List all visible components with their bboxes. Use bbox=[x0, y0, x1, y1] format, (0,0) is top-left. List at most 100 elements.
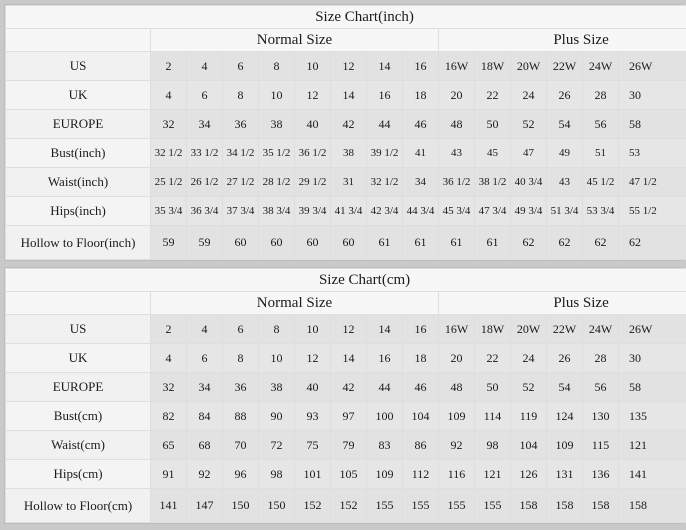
cell-bust-13: 53 bbox=[617, 138, 686, 168]
cell-waist-7: 86 bbox=[402, 430, 439, 460]
cell-hips-12: 53 3/4 bbox=[582, 196, 619, 226]
group-header-spacer bbox=[5, 28, 151, 52]
cell-hips-1: 92 bbox=[186, 459, 223, 489]
cell-hips-7: 44 3/4 bbox=[402, 196, 439, 226]
cell-bust-10: 47 bbox=[510, 138, 547, 168]
cell-eu-6: 44 bbox=[366, 109, 403, 139]
cell-waist-10: 104 bbox=[510, 430, 547, 460]
cell-uk-6: 16 bbox=[366, 343, 403, 373]
cell-htf-2: 150 bbox=[222, 488, 259, 523]
cell-hips-5: 41 3/4 bbox=[330, 196, 367, 226]
cell-htf-13: 62 bbox=[617, 225, 686, 260]
cell-eu-12: 56 bbox=[582, 109, 619, 139]
cell-waist-12: 45 1/2 bbox=[582, 167, 619, 197]
cell-hips-12: 136 bbox=[582, 459, 619, 489]
cell-bust-13: 135 bbox=[617, 401, 686, 431]
cell-bust-11: 49 bbox=[546, 138, 583, 168]
cell-eu-3: 38 bbox=[258, 372, 295, 402]
cell-hips-4: 39 3/4 bbox=[294, 196, 331, 226]
row-label-bust: Bust(inch) bbox=[5, 138, 151, 168]
cell-us-2: 6 bbox=[222, 51, 259, 81]
cell-hips-3: 38 3/4 bbox=[258, 196, 295, 226]
size-chart-cm-frame: Size Chart(cm) Normal Size Plus Size US … bbox=[4, 267, 686, 524]
size-chart-inch-table: Size Chart(inch) Normal Size Plus Size U… bbox=[4, 5, 686, 260]
chart-title: Size Chart(inch) bbox=[4, 5, 686, 29]
cell-htf-7: 61 bbox=[402, 225, 439, 260]
cell-hips-3: 98 bbox=[258, 459, 295, 489]
cell-bust-3: 90 bbox=[258, 401, 295, 431]
cell-uk-3: 10 bbox=[258, 80, 295, 110]
cell-uk-10: 24 bbox=[510, 80, 547, 110]
table-row-hollow-to-floor: Hollow to Floor(cm) 141 147 150 150 152 … bbox=[5, 488, 686, 523]
row-label-waist: Waist(cm) bbox=[5, 430, 151, 460]
group-header-row: Normal Size Plus Size bbox=[5, 28, 686, 52]
table-row-uk: UK 4 6 8 10 12 14 16 18 20 22 24 26 28 3… bbox=[5, 343, 686, 373]
cell-us-12: 24W bbox=[582, 51, 619, 81]
cell-waist-0: 65 bbox=[150, 430, 187, 460]
cell-waist-1: 26 1/2 bbox=[186, 167, 223, 197]
row-label-uk: UK bbox=[5, 343, 151, 373]
cell-bust-5: 38 bbox=[330, 138, 367, 168]
cell-eu-3: 38 bbox=[258, 109, 295, 139]
cell-us-7: 16 bbox=[402, 51, 439, 81]
cell-eu-8: 48 bbox=[438, 372, 475, 402]
cell-us-4: 10 bbox=[294, 51, 331, 81]
table-row-us: US 2 4 6 8 10 12 14 16 16W 18W 20W 22W 2… bbox=[5, 314, 686, 344]
cell-uk-8: 20 bbox=[438, 343, 475, 373]
cell-hips-1: 36 3/4 bbox=[186, 196, 223, 226]
cell-bust-2: 34 1/2 bbox=[222, 138, 259, 168]
group-header-spacer bbox=[5, 291, 151, 315]
cell-us-8: 16W bbox=[438, 314, 475, 344]
cell-eu-10: 52 bbox=[510, 372, 547, 402]
cell-eu-2: 36 bbox=[222, 109, 259, 139]
group-header-plus-size: Plus Size bbox=[437, 291, 686, 315]
cell-eu-13: 58 bbox=[617, 372, 686, 402]
cell-htf-0: 59 bbox=[150, 225, 187, 260]
cell-eu-5: 42 bbox=[330, 372, 367, 402]
group-header-normal-size: Normal Size bbox=[150, 28, 439, 52]
group-header-plus-size: Plus Size bbox=[437, 28, 686, 52]
cell-uk-3: 10 bbox=[258, 343, 295, 373]
cell-us-11: 22W bbox=[546, 314, 583, 344]
cell-uk-7: 18 bbox=[402, 343, 439, 373]
row-label-europe: EUROPE bbox=[5, 372, 151, 402]
cell-bust-9: 114 bbox=[474, 401, 511, 431]
table-row-waist: Waist(cm) 65 68 70 72 75 79 83 86 92 98 … bbox=[5, 430, 686, 460]
cell-hips-0: 91 bbox=[150, 459, 187, 489]
cell-bust-7: 41 bbox=[402, 138, 439, 168]
cell-uk-13: 30 bbox=[617, 343, 686, 373]
cell-htf-11: 158 bbox=[546, 488, 583, 523]
table-row-hollow-to-floor: Hollow to Floor(inch) 59 59 60 60 60 60 … bbox=[5, 225, 686, 260]
cell-us-7: 16 bbox=[402, 314, 439, 344]
cell-htf-6: 155 bbox=[366, 488, 403, 523]
table-row-bust: Bust(cm) 82 84 88 90 93 97 100 104 109 1… bbox=[5, 401, 686, 431]
cell-eu-2: 36 bbox=[222, 372, 259, 402]
table-row-europe: EUROPE 32 34 36 38 40 42 44 46 48 50 52 … bbox=[5, 372, 686, 402]
row-label-us: US bbox=[5, 314, 151, 344]
cell-hips-10: 49 3/4 bbox=[510, 196, 547, 226]
cell-us-6: 14 bbox=[366, 51, 403, 81]
cell-us-10: 20W bbox=[510, 51, 547, 81]
cell-waist-11: 109 bbox=[546, 430, 583, 460]
cell-eu-8: 48 bbox=[438, 109, 475, 139]
cell-waist-7: 34 bbox=[402, 167, 439, 197]
row-label-hips: Hips(cm) bbox=[5, 459, 151, 489]
cell-hips-13: 141 bbox=[617, 459, 686, 489]
cell-us-12: 24W bbox=[582, 314, 619, 344]
cell-uk-11: 26 bbox=[546, 343, 583, 373]
table-row-bust: Bust(inch) 32 1/2 33 1/2 34 1/2 35 1/2 3… bbox=[5, 138, 686, 168]
cell-bust-6: 39 1/2 bbox=[366, 138, 403, 168]
cell-waist-6: 83 bbox=[366, 430, 403, 460]
cell-htf-4: 152 bbox=[294, 488, 331, 523]
cell-uk-13: 30 bbox=[617, 80, 686, 110]
cell-hips-10: 126 bbox=[510, 459, 547, 489]
cell-uk-10: 24 bbox=[510, 343, 547, 373]
cell-us-8: 16W bbox=[438, 51, 475, 81]
cell-eu-6: 44 bbox=[366, 372, 403, 402]
cell-waist-12: 115 bbox=[582, 430, 619, 460]
cell-htf-2: 60 bbox=[222, 225, 259, 260]
chart-title: Size Chart(cm) bbox=[4, 268, 686, 292]
cell-uk-7: 18 bbox=[402, 80, 439, 110]
cell-waist-6: 32 1/2 bbox=[366, 167, 403, 197]
cell-bust-6: 100 bbox=[366, 401, 403, 431]
